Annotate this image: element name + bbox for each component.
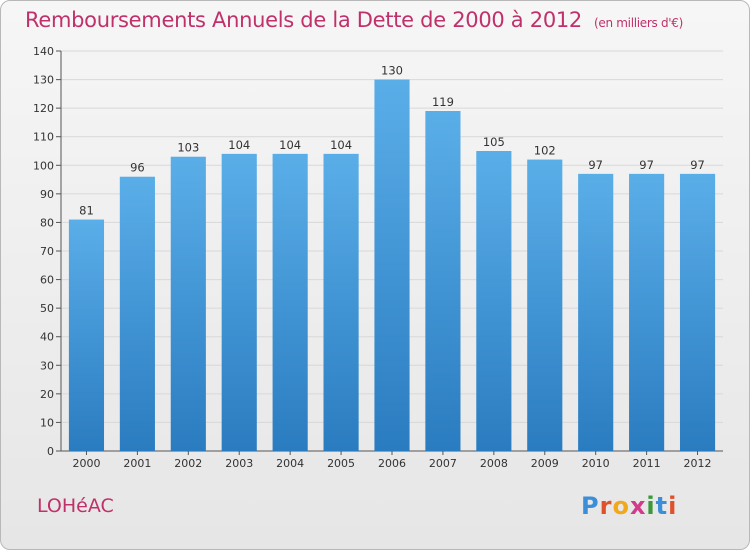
logo-letter: P — [581, 492, 600, 520]
bar-2012 — [679, 173, 716, 451]
bar-2008 — [476, 151, 512, 451]
y-tick-label: 20 — [40, 388, 54, 401]
x-tick-label-2006: 2006 — [378, 457, 406, 470]
y-tick-label: 130 — [33, 74, 54, 87]
y-tick-label: 100 — [33, 159, 54, 172]
data-label-2008: 105 — [483, 135, 505, 149]
x-tick-label-2004: 2004 — [276, 457, 304, 470]
logo-letter: i — [668, 492, 678, 520]
proxiti-logo[interactable]: Proxiti — [581, 492, 677, 520]
x-tick-label-2008: 2008 — [480, 457, 508, 470]
data-label-2002: 103 — [177, 141, 199, 155]
chart-unit: (en milliers d'€) — [594, 16, 684, 30]
y-tick-label: 140 — [33, 45, 54, 58]
y-tick-label: 80 — [40, 216, 54, 229]
y-tick-label: 30 — [40, 359, 54, 372]
y-tick-label: 40 — [40, 331, 54, 344]
x-tick-label-2011: 2011 — [633, 457, 661, 470]
commune-name: LOHéAC — [37, 495, 114, 517]
data-label-2012: 97 — [690, 158, 705, 172]
data-label-2006: 130 — [381, 64, 403, 78]
bar-2009 — [527, 159, 563, 452]
logo-letter: i — [646, 492, 656, 520]
bar-2000 — [68, 219, 105, 451]
y-tick-label: 70 — [40, 245, 54, 258]
y-tick-label: 10 — [40, 416, 54, 429]
chart-title-text: Remboursements Annuels de la Dette de 20… — [25, 8, 582, 32]
logo-letter: t — [655, 492, 669, 520]
x-tick-label-2010: 2010 — [582, 457, 610, 470]
data-label-2010: 97 — [588, 158, 603, 172]
y-tick-label: 90 — [40, 188, 54, 201]
data-label-2001: 96 — [130, 161, 145, 175]
y-tick-label: 50 — [40, 302, 54, 315]
x-tick-label-2012: 2012 — [684, 457, 712, 470]
x-tick-label-2009: 2009 — [531, 457, 559, 470]
bar-2002 — [170, 156, 206, 451]
y-tick-label: 110 — [33, 131, 54, 144]
labels: 0 10 20 30 40 50 60 70 80 90 100 110 120 130 140 81 2000… — [33, 45, 712, 470]
logo-letter: r — [599, 492, 613, 520]
bar-2005 — [323, 153, 359, 451]
bar-2010 — [578, 173, 614, 451]
x-tick-label-2003: 2003 — [225, 457, 253, 470]
logo-letter: o — [612, 492, 630, 520]
logo-letter: x — [629, 492, 647, 520]
bar-2007 — [425, 111, 461, 451]
x-tick-label-2007: 2007 — [429, 457, 457, 470]
y-tick-label: 120 — [33, 102, 54, 115]
data-label-2003: 104 — [228, 138, 250, 152]
x-tick-label-2005: 2005 — [327, 457, 355, 470]
bar-2001 — [119, 176, 155, 451]
bar-2003 — [221, 153, 257, 451]
x-tick-label-2002: 2002 — [174, 457, 202, 470]
data-label-2009: 102 — [534, 144, 556, 158]
data-label-2000: 81 — [79, 204, 94, 218]
x-tick-label-2001: 2001 — [123, 457, 151, 470]
chart-title: Remboursements Annuels de la Dette de 20… — [25, 8, 683, 32]
bars — [68, 79, 716, 452]
x-tick-label-2000: 2000 — [72, 457, 100, 470]
y-tick-label: 60 — [40, 274, 54, 287]
bar-2006 — [374, 79, 410, 452]
data-label-2011: 97 — [639, 158, 654, 172]
data-label-2007: 119 — [432, 95, 454, 109]
data-label-2004: 104 — [279, 138, 301, 152]
bar-2004 — [272, 153, 308, 451]
bar-2011 — [629, 173, 665, 451]
data-label-2005: 104 — [330, 138, 352, 152]
y-tick-label: 0 — [47, 445, 54, 458]
